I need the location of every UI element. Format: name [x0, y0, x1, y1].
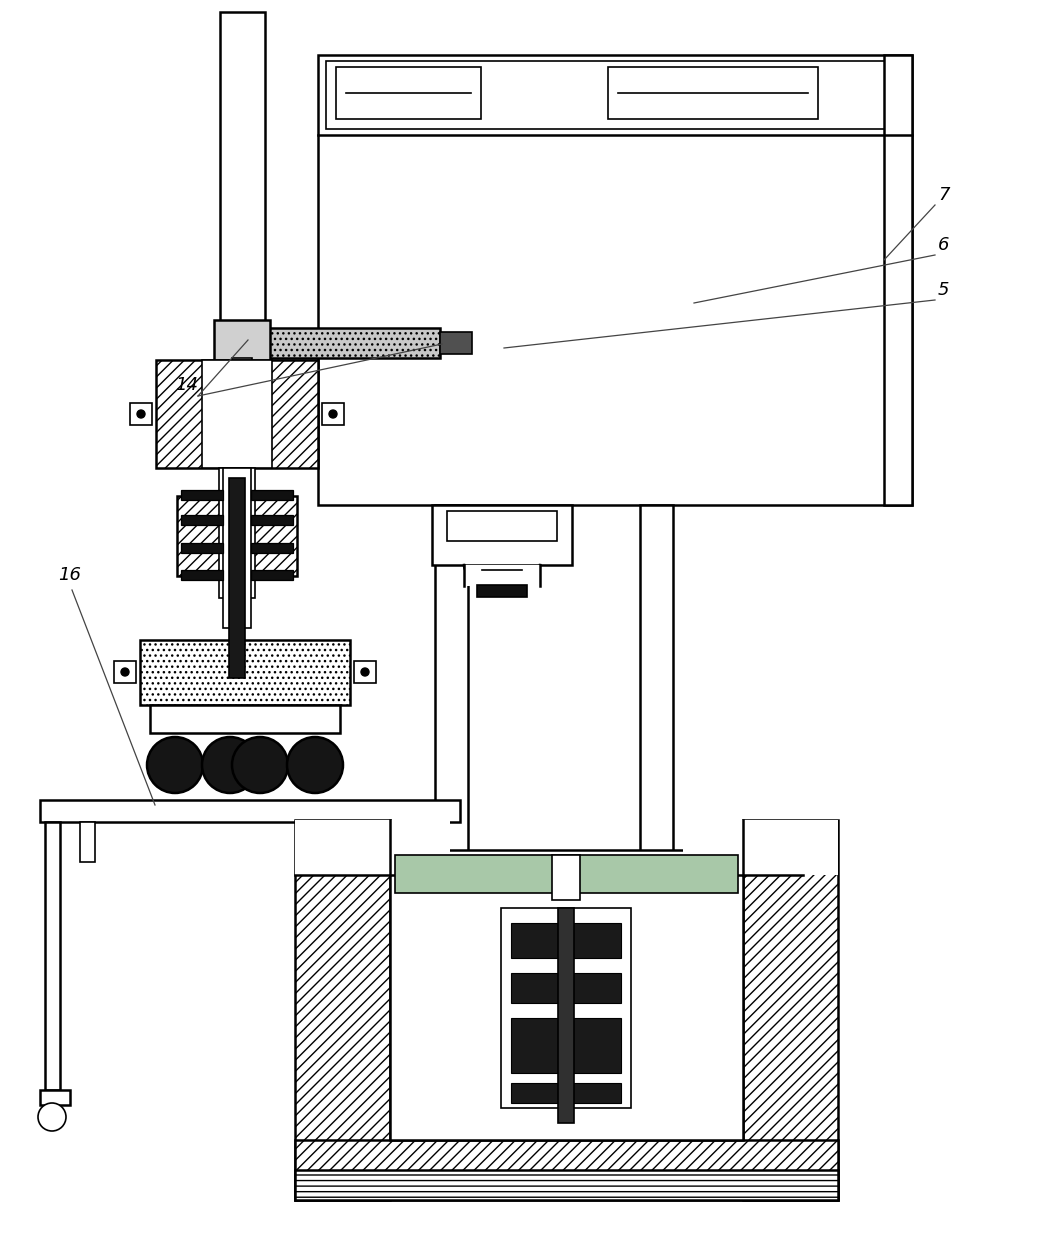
Bar	[150, 705, 340, 732]
Circle shape	[287, 738, 343, 792]
Circle shape	[361, 668, 369, 676]
Bar	[432, 505, 572, 565]
Bar	[40, 800, 460, 822]
Bar	[295, 820, 450, 875]
Bar	[181, 542, 223, 552]
Bar	[232, 357, 252, 386]
Bar	[220, 328, 440, 357]
Circle shape	[147, 738, 203, 792]
Circle shape	[137, 410, 145, 418]
Circle shape	[232, 738, 288, 792]
Circle shape	[202, 738, 258, 792]
Bar	[220, 12, 265, 338]
Bar	[322, 402, 344, 425]
Bar	[295, 1140, 838, 1200]
Bar	[511, 972, 621, 1002]
Bar	[181, 515, 223, 525]
Bar	[219, 468, 255, 598]
Bar	[251, 515, 294, 525]
Bar	[464, 565, 540, 586]
Bar	[640, 505, 673, 920]
Bar	[511, 1017, 621, 1072]
Bar	[156, 360, 318, 468]
Bar	[140, 640, 350, 705]
Bar	[440, 332, 472, 354]
Bar	[318, 55, 912, 505]
Bar	[390, 850, 743, 1140]
Bar	[477, 585, 527, 597]
Bar	[608, 68, 818, 119]
Bar	[251, 570, 294, 580]
Bar	[683, 820, 838, 875]
Text: 14: 14	[175, 376, 198, 394]
Bar	[80, 822, 95, 862]
Bar	[295, 820, 390, 1200]
Bar	[336, 68, 481, 119]
Bar	[884, 55, 912, 505]
Bar	[181, 490, 223, 500]
Bar	[181, 570, 223, 580]
Bar	[229, 478, 245, 678]
Bar	[223, 468, 251, 628]
Bar	[511, 922, 621, 958]
Bar	[447, 511, 557, 541]
Bar	[511, 1082, 621, 1102]
Bar	[130, 402, 151, 425]
Bar	[202, 360, 272, 468]
Bar	[45, 822, 60, 1090]
Text: 7: 7	[938, 186, 950, 204]
Circle shape	[38, 1102, 66, 1131]
Bar	[114, 661, 136, 682]
Bar	[40, 1090, 70, 1105]
Bar	[251, 490, 294, 500]
Circle shape	[329, 410, 337, 418]
Bar	[743, 820, 838, 1200]
Bar	[177, 496, 297, 576]
Bar	[326, 61, 904, 129]
Text: 5: 5	[938, 281, 950, 299]
Bar	[552, 855, 580, 900]
Bar	[214, 320, 270, 366]
Bar	[558, 908, 574, 1122]
Bar	[295, 1170, 838, 1200]
Bar	[394, 855, 739, 892]
Bar	[501, 908, 631, 1108]
Bar	[355, 661, 376, 682]
Text: 16: 16	[58, 566, 81, 584]
Bar	[251, 542, 294, 552]
Bar	[434, 505, 468, 920]
Text: 6: 6	[938, 236, 950, 254]
Circle shape	[121, 668, 129, 676]
